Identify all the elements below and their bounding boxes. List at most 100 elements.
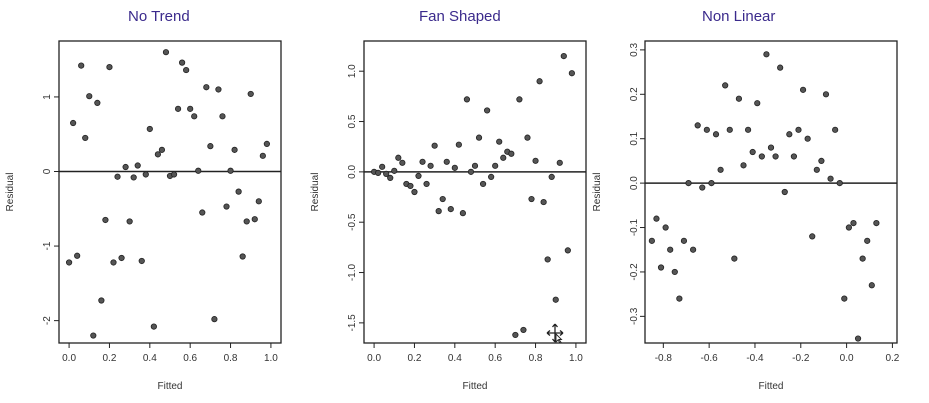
y-tick-label: -0.1: [629, 218, 640, 236]
data-point: [777, 64, 784, 71]
data-point: [179, 59, 186, 66]
data-point: [199, 209, 206, 216]
data-point: [387, 174, 394, 182]
x-tick-label: 0.8: [224, 353, 238, 364]
data-point: [864, 237, 871, 244]
data-point: [496, 138, 503, 145]
data-point: [94, 99, 101, 106]
data-point: [653, 215, 660, 222]
data-point: [227, 167, 234, 174]
data-point: [671, 268, 678, 276]
data-point: [455, 141, 462, 148]
data-point: [832, 126, 839, 133]
data-point: [520, 326, 527, 334]
data-point: [211, 316, 218, 323]
data-point: [142, 171, 149, 178]
y-tick-label: 0.0: [347, 164, 358, 178]
x-tick-label: 0.4: [448, 353, 462, 364]
data-point: [685, 180, 692, 187]
data-point: [195, 167, 202, 174]
data-point: [247, 90, 254, 98]
y-tick-label: -0.2: [629, 263, 640, 281]
data-point: [106, 63, 113, 71]
data-point: [379, 163, 386, 170]
data-point: [508, 150, 515, 157]
data-point: [243, 218, 250, 225]
data-point: [130, 174, 137, 181]
x-tick-label: 0.0: [840, 353, 854, 364]
data-point: [215, 86, 222, 93]
x-tick-label: 0.2: [103, 353, 117, 364]
data-point: [150, 323, 157, 330]
data-point: [813, 166, 820, 173]
y-tick-label: -1: [42, 241, 53, 250]
data-point: [859, 255, 866, 262]
data-point: [740, 162, 747, 169]
data-point: [183, 66, 190, 74]
x-tick-label: 0.2: [408, 353, 422, 364]
data-point: [703, 126, 710, 133]
x-tick-label: 0.0: [62, 353, 76, 364]
data-point: [65, 259, 73, 266]
data-point: [512, 331, 519, 339]
data-point: [744, 126, 752, 133]
data-point: [822, 91, 830, 98]
data-point: [114, 173, 121, 180]
y-tick-label: 0.1: [629, 131, 640, 145]
data-point: [749, 148, 756, 156]
data-point: [191, 113, 198, 120]
data-point: [138, 257, 145, 265]
data-point: [203, 84, 210, 91]
move-cursor-icon: [546, 323, 564, 343]
y-tick-label: -1.5: [347, 314, 358, 332]
data-point: [868, 282, 875, 289]
data-point: [657, 264, 665, 271]
data-point: [536, 78, 543, 85]
data-point: [451, 164, 458, 171]
x-tick-label: 0.6: [183, 353, 197, 364]
data-point: [809, 233, 816, 240]
data-point: [447, 206, 454, 213]
data-point: [251, 216, 258, 223]
data-point: [850, 219, 857, 227]
data-point: [492, 162, 499, 169]
x-axis-label: Fitted: [462, 381, 487, 392]
data-point: [126, 218, 133, 225]
y-axis-label: Residual: [5, 173, 16, 212]
y-axis-label: Residual: [310, 173, 321, 212]
data-point: [758, 153, 765, 160]
data-point: [786, 131, 793, 138]
x-tick-label: 0.4: [143, 353, 157, 364]
data-point: [488, 173, 495, 180]
data-point: [845, 224, 852, 231]
data-point: [174, 105, 182, 112]
data-point: [158, 146, 166, 153]
data-point: [722, 82, 729, 89]
data-point: [516, 96, 523, 103]
data-point: [435, 208, 442, 215]
data-point: [694, 122, 701, 129]
data-point: [564, 247, 571, 254]
data-point: [540, 198, 547, 206]
x-tick-label: -0.8: [655, 353, 673, 364]
data-point: [134, 162, 141, 169]
chart-title-no-trend: No Trend: [128, 8, 190, 25]
x-tick-label: 0.2: [885, 353, 899, 364]
x-tick-label: -0.2: [792, 353, 810, 364]
y-tick-label: 0.0: [629, 176, 640, 190]
data-point: [484, 107, 491, 114]
data-point: [841, 295, 848, 302]
x-tick-label: 0.6: [488, 353, 502, 364]
x-tick-label: 0.0: [367, 353, 381, 364]
data-point: [411, 188, 418, 196]
data-point: [500, 154, 507, 161]
data-point: [383, 170, 390, 177]
data-point: [459, 210, 466, 217]
data-point: [443, 158, 450, 165]
data-point: [560, 52, 567, 60]
data-point: [427, 162, 434, 169]
chart-title-fan-shaped: Fan Shaped: [419, 8, 501, 25]
y-tick-label: 0: [42, 168, 53, 174]
data-point: [552, 296, 559, 303]
